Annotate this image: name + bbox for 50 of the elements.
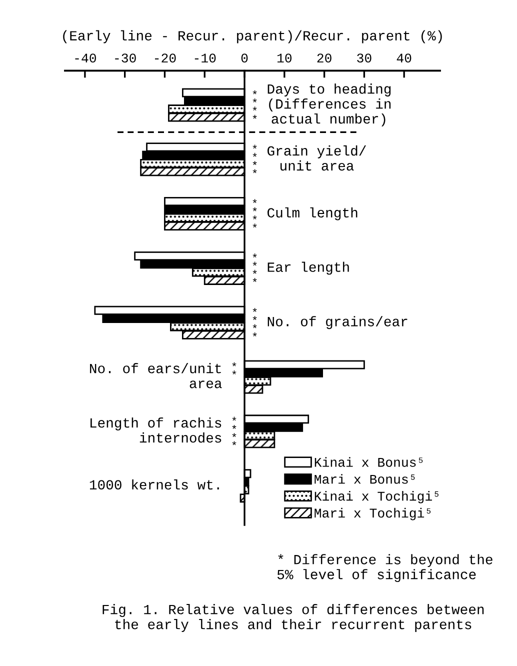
data-label: *	[252, 308, 257, 312]
y-tick-label: No. of grains/ear	[268, 316, 408, 330]
x-tick-label: 0	[241, 54, 248, 63]
x-tick-label: -20	[155, 54, 176, 63]
data-label: *	[252, 270, 257, 274]
data-label: *	[252, 152, 257, 157]
data-label: *	[252, 169, 257, 174]
data-label: *	[252, 90, 257, 94]
data-label: *	[232, 370, 236, 374]
data-label: *	[252, 207, 257, 212]
data-label: *	[252, 332, 257, 336]
data-label: *	[252, 278, 257, 282]
y-tick-label: Ear length	[268, 262, 349, 275]
x-tick-label: -40	[75, 54, 96, 63]
legend-label: Kinai x Bonus⁵	[314, 457, 423, 467]
data-label: *	[252, 316, 257, 320]
data-label: *	[232, 416, 236, 421]
text: * Difference is beyond the 5% level of significance	[277, 554, 492, 582]
data-label: *	[252, 144, 257, 149]
y-tick-label: Culm length	[268, 207, 358, 220]
x-tick-label: 20	[317, 54, 332, 63]
data-label: *	[252, 199, 257, 204]
data-label: *	[252, 106, 257, 111]
legend-label: Mari x Tochigi⁵	[314, 508, 431, 520]
data-label: *	[252, 224, 257, 228]
legend-label: Mari x Bonus⁵	[314, 474, 415, 484]
data-label: *	[252, 262, 257, 266]
x-tick-label: 10	[277, 54, 292, 63]
y-tick-label: Grain yield/ unit area	[268, 145, 366, 171]
data-label: *	[232, 424, 236, 429]
y-tick-label: Days to heading (Differences in actual number)	[268, 84, 391, 126]
data-label: *	[252, 114, 257, 119]
data-label: *	[252, 215, 257, 220]
x-tick-label: -10	[194, 54, 216, 63]
y-tick-label: Length of rachis internodes	[90, 417, 222, 443]
data-label: *	[252, 254, 257, 258]
x-tick-label: -30	[115, 54, 136, 63]
x-tick-label: 30	[357, 54, 372, 63]
data-label: *	[252, 324, 257, 328]
caption: Fig. 1. Relative values of differences between the early lines and their recurrent parents	[102, 604, 484, 632]
data-label: *	[252, 98, 257, 102]
x-tick-label: 40	[396, 54, 412, 63]
data-label: *	[232, 362, 236, 366]
y-tick-label: 1000 kernels wt.	[90, 479, 219, 490]
data-label: *	[252, 161, 257, 165]
x-axis-title: (Early line - Recur. parent)/Recur. parent (%)	[63, 30, 442, 44]
legend-label: Kinai x Tochigi⁵	[314, 491, 438, 504]
y-tick-label: No. of ears/unit area	[90, 363, 222, 388]
data-label: *	[232, 433, 236, 438]
data-label: *	[232, 441, 236, 446]
